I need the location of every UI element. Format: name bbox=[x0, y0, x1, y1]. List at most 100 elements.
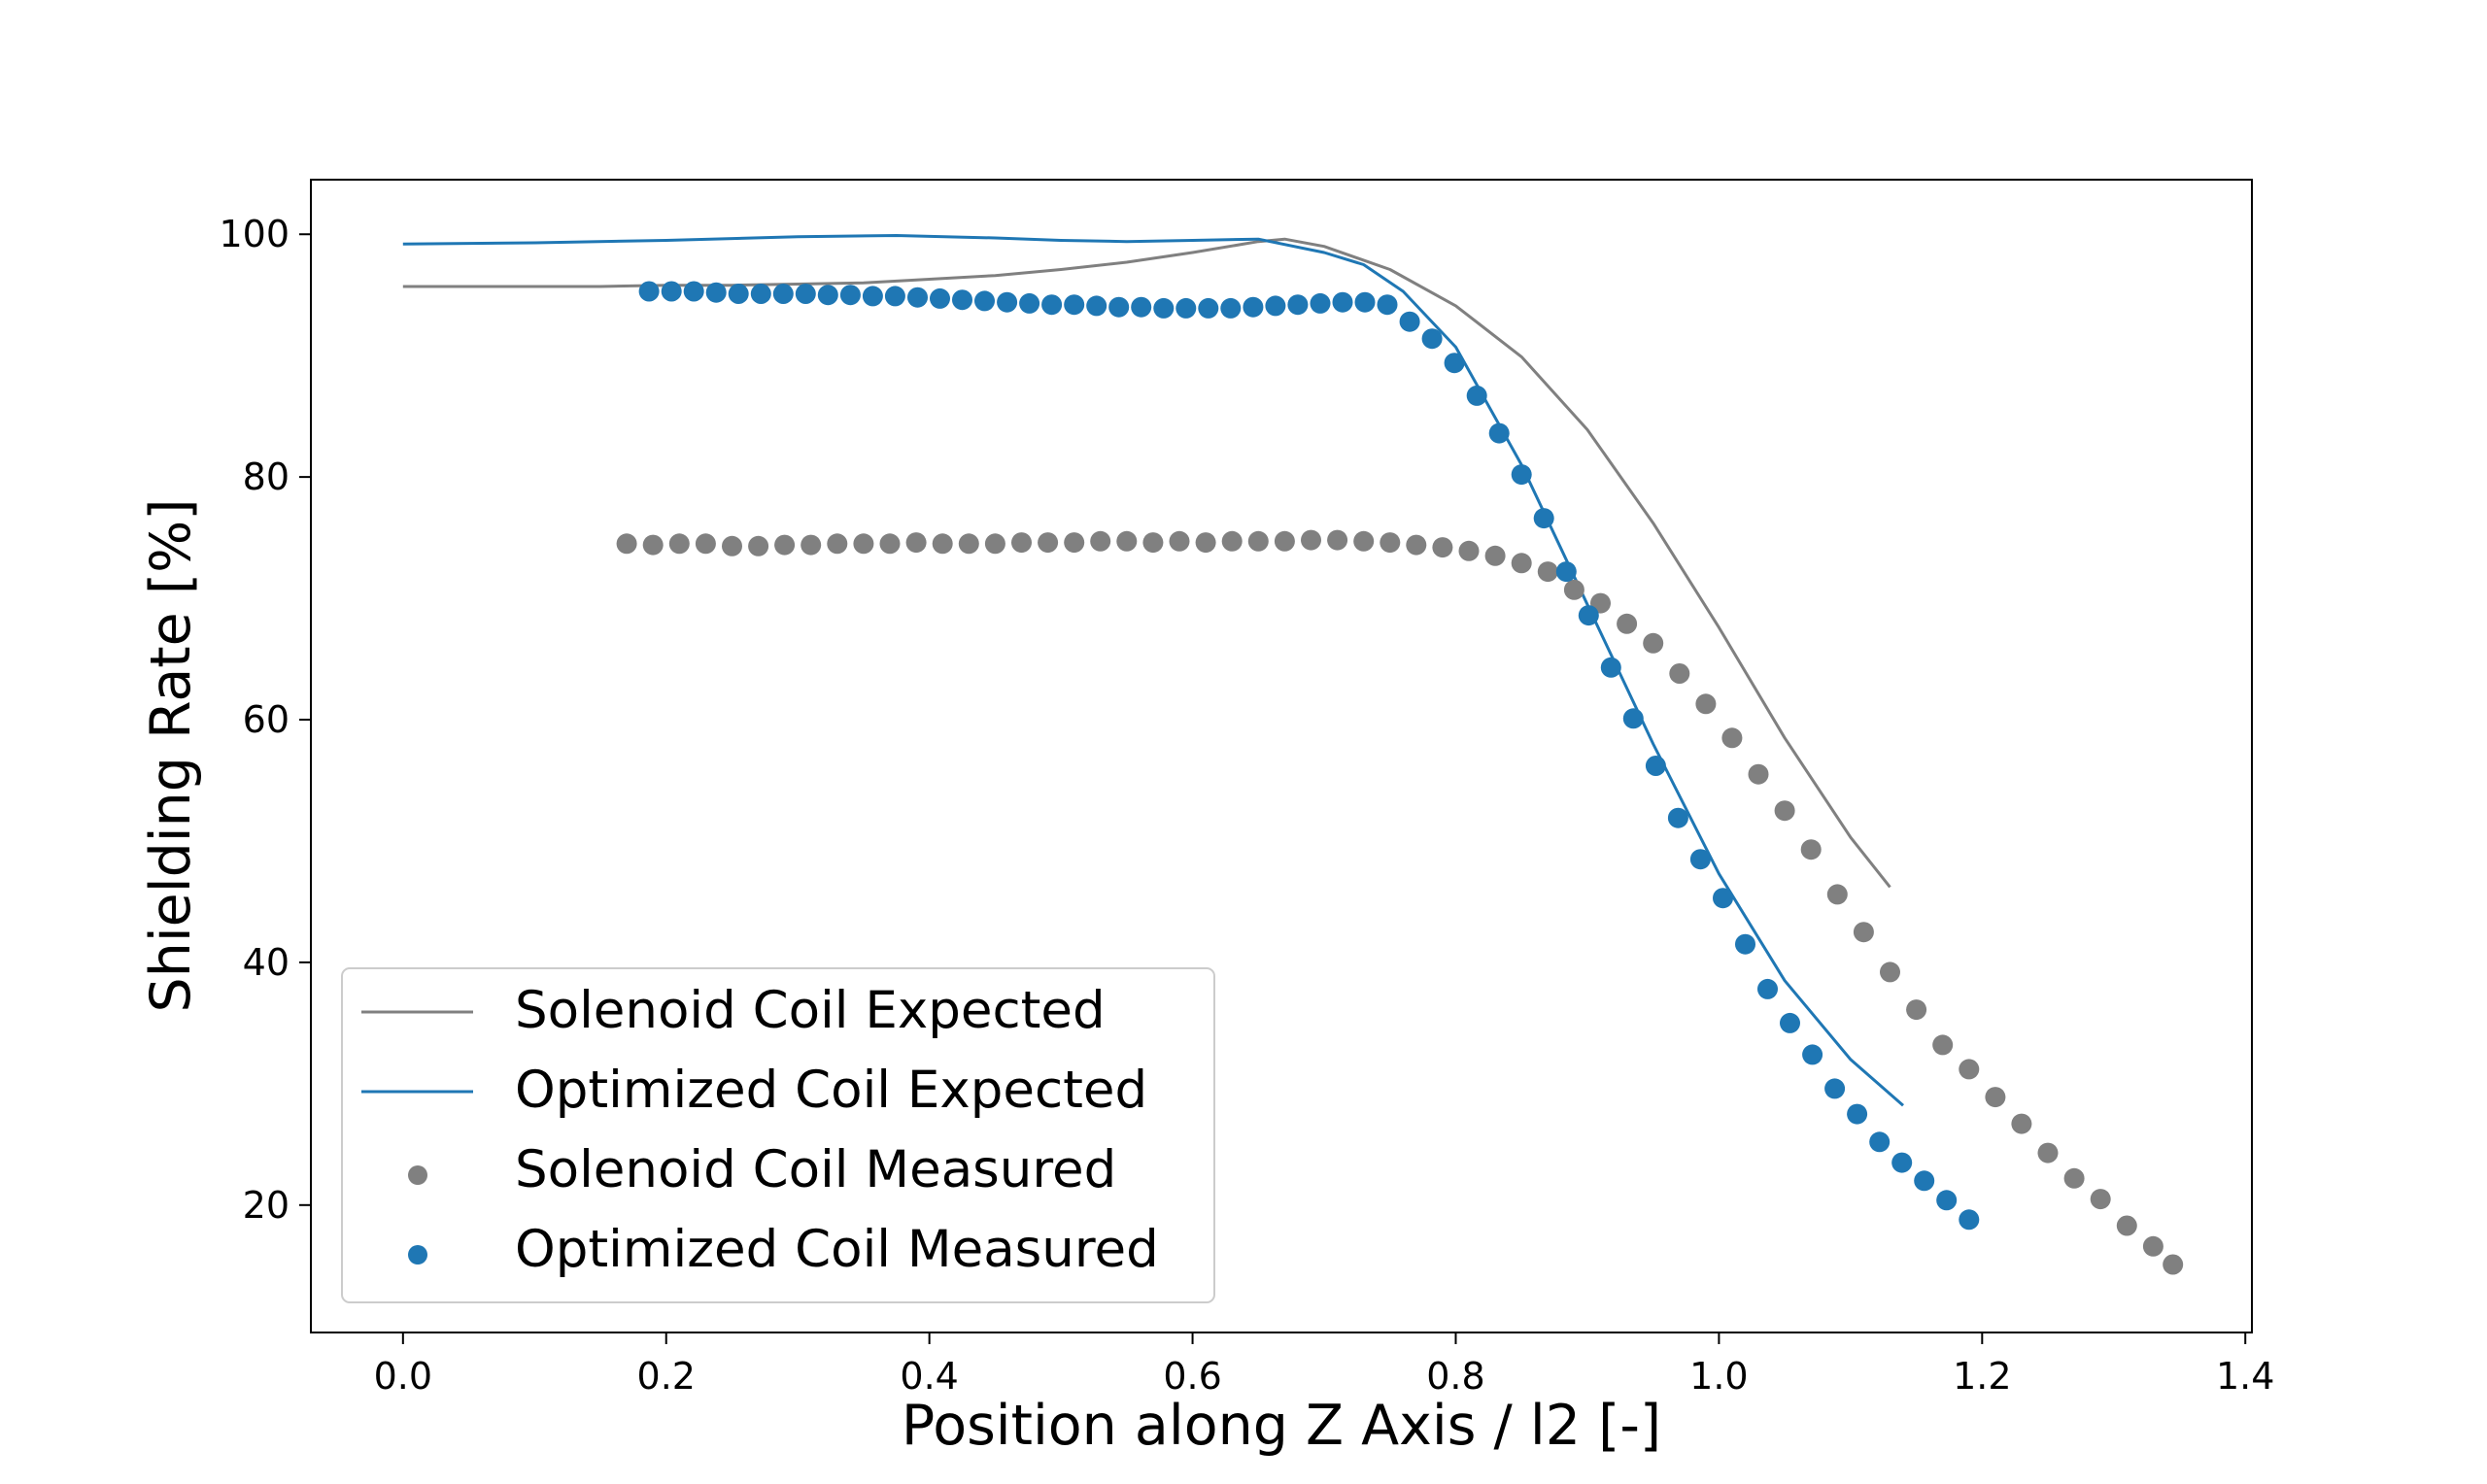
x-tick-label: 1.0 bbox=[1689, 1355, 1748, 1398]
data-point-optimized-coil-measured bbox=[817, 285, 838, 306]
data-point-optimized-coil-measured bbox=[1198, 297, 1219, 319]
data-point-optimized-coil-measured bbox=[1332, 291, 1353, 313]
y-tick-label: 80 bbox=[243, 455, 290, 498]
y-tick-label: 60 bbox=[243, 698, 290, 741]
data-point-optimized-coil-measured bbox=[884, 286, 905, 307]
data-point-optimized-coil-measured bbox=[1555, 561, 1577, 583]
data-point-optimized-coil-measured bbox=[1310, 292, 1331, 314]
x-tick-label: 0.0 bbox=[374, 1355, 432, 1398]
data-point-optimized-coil-measured bbox=[1243, 296, 1264, 318]
data-point-solenoid-coil-measured bbox=[2142, 1235, 2163, 1257]
data-point-solenoid-coil-measured bbox=[1116, 530, 1138, 552]
data-point-optimized-coil-measured bbox=[1175, 297, 1197, 319]
x-axis: 0.0 0.2 0.4 0.6 0.8 1.0 1.2 1.4 bbox=[374, 1332, 2274, 1398]
data-point-optimized-coil-measured bbox=[1869, 1131, 1891, 1153]
data-point-solenoid-coil-measured bbox=[1721, 727, 1743, 749]
data-point-optimized-coil-measured bbox=[638, 281, 660, 302]
data-point-solenoid-coil-measured bbox=[1406, 534, 1427, 556]
legend-box bbox=[341, 967, 1215, 1303]
data-point-solenoid-coil-measured bbox=[1458, 540, 1480, 561]
data-point-optimized-coil-measured bbox=[750, 284, 771, 304]
data-point-solenoid-coil-measured bbox=[801, 534, 822, 556]
data-point-solenoid-coil-measured bbox=[932, 533, 953, 555]
y-tick-label: 20 bbox=[243, 1184, 290, 1227]
data-point-solenoid-coil-measured bbox=[1064, 532, 1085, 554]
data-point-optimized-coil-measured bbox=[1713, 888, 1733, 909]
data-point-optimized-coil-measured bbox=[1265, 295, 1286, 317]
data-point-optimized-coil-measured bbox=[1802, 1044, 1823, 1065]
data-point-solenoid-coil-measured bbox=[1800, 839, 1822, 860]
data-point-solenoid-coil-measured bbox=[1432, 537, 1453, 558]
plot-area bbox=[402, 234, 2184, 1275]
data-point-optimized-coil-measured bbox=[1891, 1152, 1913, 1173]
data-point-optimized-coil-measured bbox=[795, 284, 816, 304]
data-point-solenoid-coil-measured bbox=[1484, 545, 1506, 566]
data-point-optimized-coil-measured bbox=[1421, 328, 1443, 350]
data-point-optimized-coil-measured bbox=[1667, 807, 1688, 828]
data-point-optimized-coil-measured bbox=[1914, 1170, 1935, 1192]
data-point-optimized-coil-measured bbox=[1108, 296, 1130, 318]
legend-swatch-solenoid-measured bbox=[408, 1165, 427, 1185]
data-point-solenoid-coil-measured bbox=[1380, 532, 1401, 554]
data-point-solenoid-coil-measured bbox=[1748, 763, 1769, 785]
data-point-solenoid-coil-measured bbox=[1327, 529, 1348, 551]
data-point-optimized-coil-measured bbox=[974, 290, 995, 312]
data-point-solenoid-coil-measured bbox=[2011, 1113, 2032, 1134]
data-point-solenoid-coil-measured bbox=[1301, 529, 1321, 551]
data-point-optimized-coil-measured bbox=[1735, 933, 1755, 955]
data-point-optimized-coil-measured bbox=[1220, 297, 1242, 319]
data-point-optimized-coil-measured bbox=[661, 281, 682, 302]
data-point-solenoid-coil-measured bbox=[1669, 663, 1690, 684]
data-point-optimized-coil-measured bbox=[952, 289, 972, 311]
data-point-optimized-coil-measured bbox=[705, 282, 727, 303]
data-point-optimized-coil-measured bbox=[1780, 1012, 1800, 1033]
data-point-solenoid-coil-measured bbox=[2163, 1254, 2184, 1275]
data-point-optimized-coil-measured bbox=[1645, 756, 1666, 776]
data-point-optimized-coil-measured bbox=[1578, 605, 1599, 626]
data-point-optimized-coil-measured bbox=[1377, 294, 1398, 316]
data-point-optimized-coil-measured bbox=[1287, 294, 1309, 316]
data-point-optimized-coil-measured bbox=[1600, 657, 1621, 678]
data-point-optimized-coil-measured bbox=[997, 291, 1018, 313]
data-point-solenoid-coil-measured bbox=[1247, 530, 1269, 552]
data-point-solenoid-coil-measured bbox=[1853, 922, 1874, 943]
data-point-solenoid-coil-measured bbox=[1906, 999, 1927, 1021]
data-point-optimized-coil-measured bbox=[728, 284, 749, 304]
data-point-solenoid-coil-measured bbox=[827, 533, 848, 555]
data-point-optimized-coil-measured bbox=[1622, 708, 1644, 729]
data-point-optimized-coil-measured bbox=[772, 284, 794, 304]
data-point-optimized-coil-measured bbox=[862, 286, 883, 307]
x-tick-label: 1.4 bbox=[2216, 1355, 2274, 1398]
legend-label-optimized-expected: Optimized Coil Expected bbox=[515, 1061, 1147, 1120]
axes-frame bbox=[310, 179, 2253, 1333]
x-tick-label: 0.4 bbox=[900, 1355, 958, 1398]
x-axis-label: Position along Z Axis / l2 [-] bbox=[902, 1394, 1661, 1458]
data-point-optimized-coil-measured bbox=[1064, 294, 1085, 316]
data-point-solenoid-coil-measured bbox=[1826, 884, 1848, 905]
x-tick-label: 0.6 bbox=[1163, 1355, 1221, 1398]
data-point-optimized-coil-measured bbox=[907, 287, 928, 308]
series-line-optimized-coil-expected bbox=[402, 234, 1904, 1107]
data-point-solenoid-coil-measured bbox=[879, 533, 901, 555]
data-point-solenoid-coil-measured bbox=[1221, 530, 1243, 552]
data-point-solenoid-coil-measured bbox=[1195, 532, 1216, 554]
data-point-optimized-coil-measured bbox=[1824, 1078, 1846, 1099]
data-point-optimized-coil-measured bbox=[1847, 1103, 1868, 1125]
data-point-solenoid-coil-measured bbox=[668, 533, 690, 555]
data-point-solenoid-coil-measured bbox=[1959, 1059, 1980, 1080]
data-point-optimized-coil-measured bbox=[1399, 311, 1420, 332]
data-point-optimized-coil-measured bbox=[1488, 422, 1510, 444]
data-point-solenoid-coil-measured bbox=[722, 535, 742, 556]
data-point-solenoid-coil-measured bbox=[1880, 961, 1900, 983]
data-point-solenoid-coil-measured bbox=[1563, 579, 1584, 600]
data-point-solenoid-coil-measured bbox=[1038, 532, 1059, 554]
x-tick-label: 0.2 bbox=[637, 1355, 696, 1398]
data-point-solenoid-coil-measured bbox=[2116, 1215, 2137, 1236]
data-point-solenoid-coil-measured bbox=[1985, 1087, 2006, 1108]
x-tick-label: 0.8 bbox=[1426, 1355, 1484, 1398]
data-point-optimized-coil-measured bbox=[1444, 353, 1465, 374]
data-point-solenoid-coil-measured bbox=[774, 534, 796, 556]
data-point-optimized-coil-measured bbox=[1153, 297, 1175, 319]
data-point-optimized-coil-measured bbox=[1131, 296, 1152, 318]
